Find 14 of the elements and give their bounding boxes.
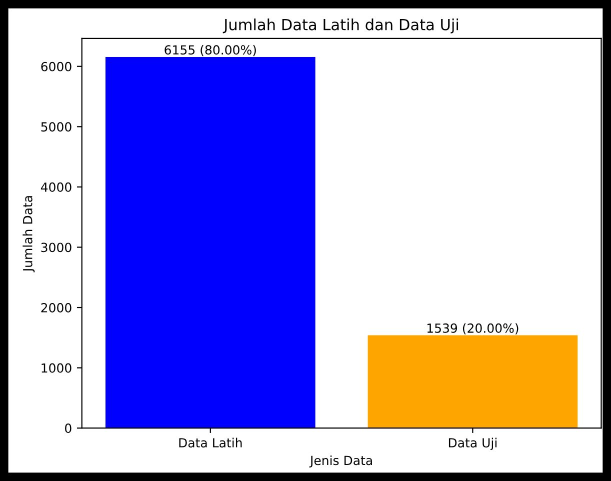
data-label: 1539 (20.00%) bbox=[427, 323, 518, 334]
y-tick-label: 3000 bbox=[41, 242, 72, 252]
y-axis-title: Jumlah Data bbox=[22, 196, 35, 272]
y-tick-label: 2000 bbox=[41, 302, 72, 312]
x-tick-label: Data Latih bbox=[179, 438, 242, 448]
chart-title: Jumlah Data Latih dan Data Uji bbox=[222, 18, 458, 34]
x-tick-label: Data Uji bbox=[448, 438, 496, 450]
y-tick-label: 6000 bbox=[41, 62, 72, 72]
x-axis-title: Jenis Data bbox=[309, 455, 372, 468]
y-tick-label: 0 bbox=[65, 424, 72, 434]
data-label: 6155 (80.00%) bbox=[164, 44, 256, 56]
y-tick-label: 4000 bbox=[40, 182, 72, 192]
y-tick-label: 1000 bbox=[42, 363, 72, 373]
y-tick-label: 5000 bbox=[41, 122, 72, 132]
